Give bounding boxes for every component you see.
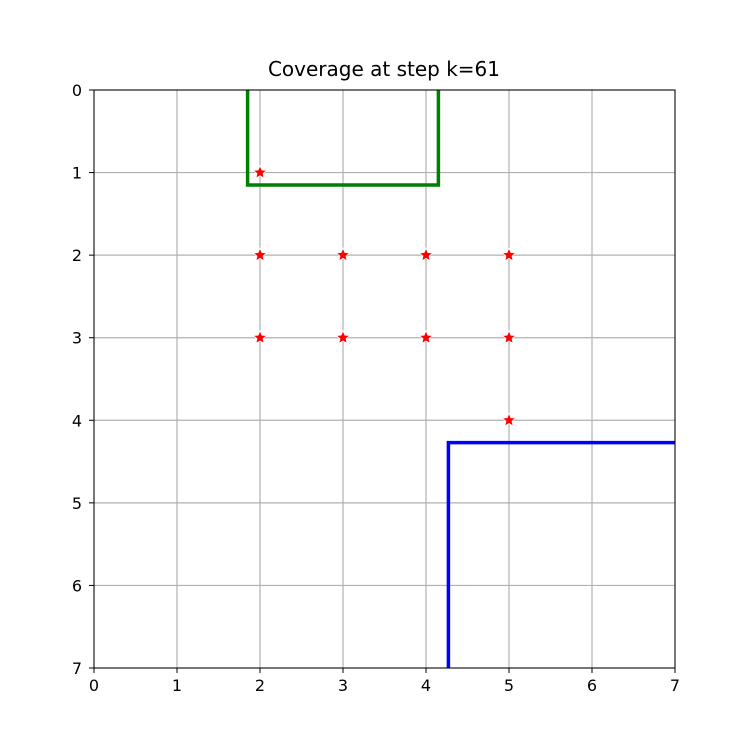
y-tick-label: 6 [72,576,82,595]
y-tick-label: 4 [72,411,82,430]
data-point-star [501,247,517,262]
x-axis-ticks: 0 1 2 3 4 5 6 7 [89,668,680,695]
x-tick-label: 7 [670,676,680,695]
data-point-star [501,412,517,427]
x-tick-label: 2 [255,676,265,695]
data-points [252,164,517,427]
coverage-region-1 [245,90,441,187]
x-tick-label: 0 [89,676,99,695]
grid-lines [93,89,676,669]
x-tick-label: 4 [421,676,431,695]
y-axis-ticks: 0 1 2 3 4 5 6 7 [72,81,94,678]
chart-title: Coverage at step k=61 [268,57,500,81]
data-point-star [335,329,351,345]
y-tick-label: 7 [72,659,82,678]
data-point-star [501,329,517,345]
data-point-star [252,247,268,262]
y-tick-label: 5 [72,494,82,513]
x-tick-label: 6 [587,676,597,695]
plot-frame [93,89,676,669]
data-point-star [252,164,268,180]
y-tick-label: 3 [72,329,82,348]
coverage-regions [245,90,675,668]
coverage-region-2 [446,440,675,668]
y-tick-label: 1 [72,164,82,183]
x-tick-label: 1 [172,676,182,695]
x-tick-label: 5 [504,676,514,695]
data-point-star [418,247,434,262]
data-point-star [252,329,268,345]
data-point-star [335,247,351,262]
y-tick-label: 0 [72,81,82,100]
data-point-star [418,329,434,345]
x-tick-label: 3 [338,676,348,695]
y-tick-label: 2 [72,246,82,265]
